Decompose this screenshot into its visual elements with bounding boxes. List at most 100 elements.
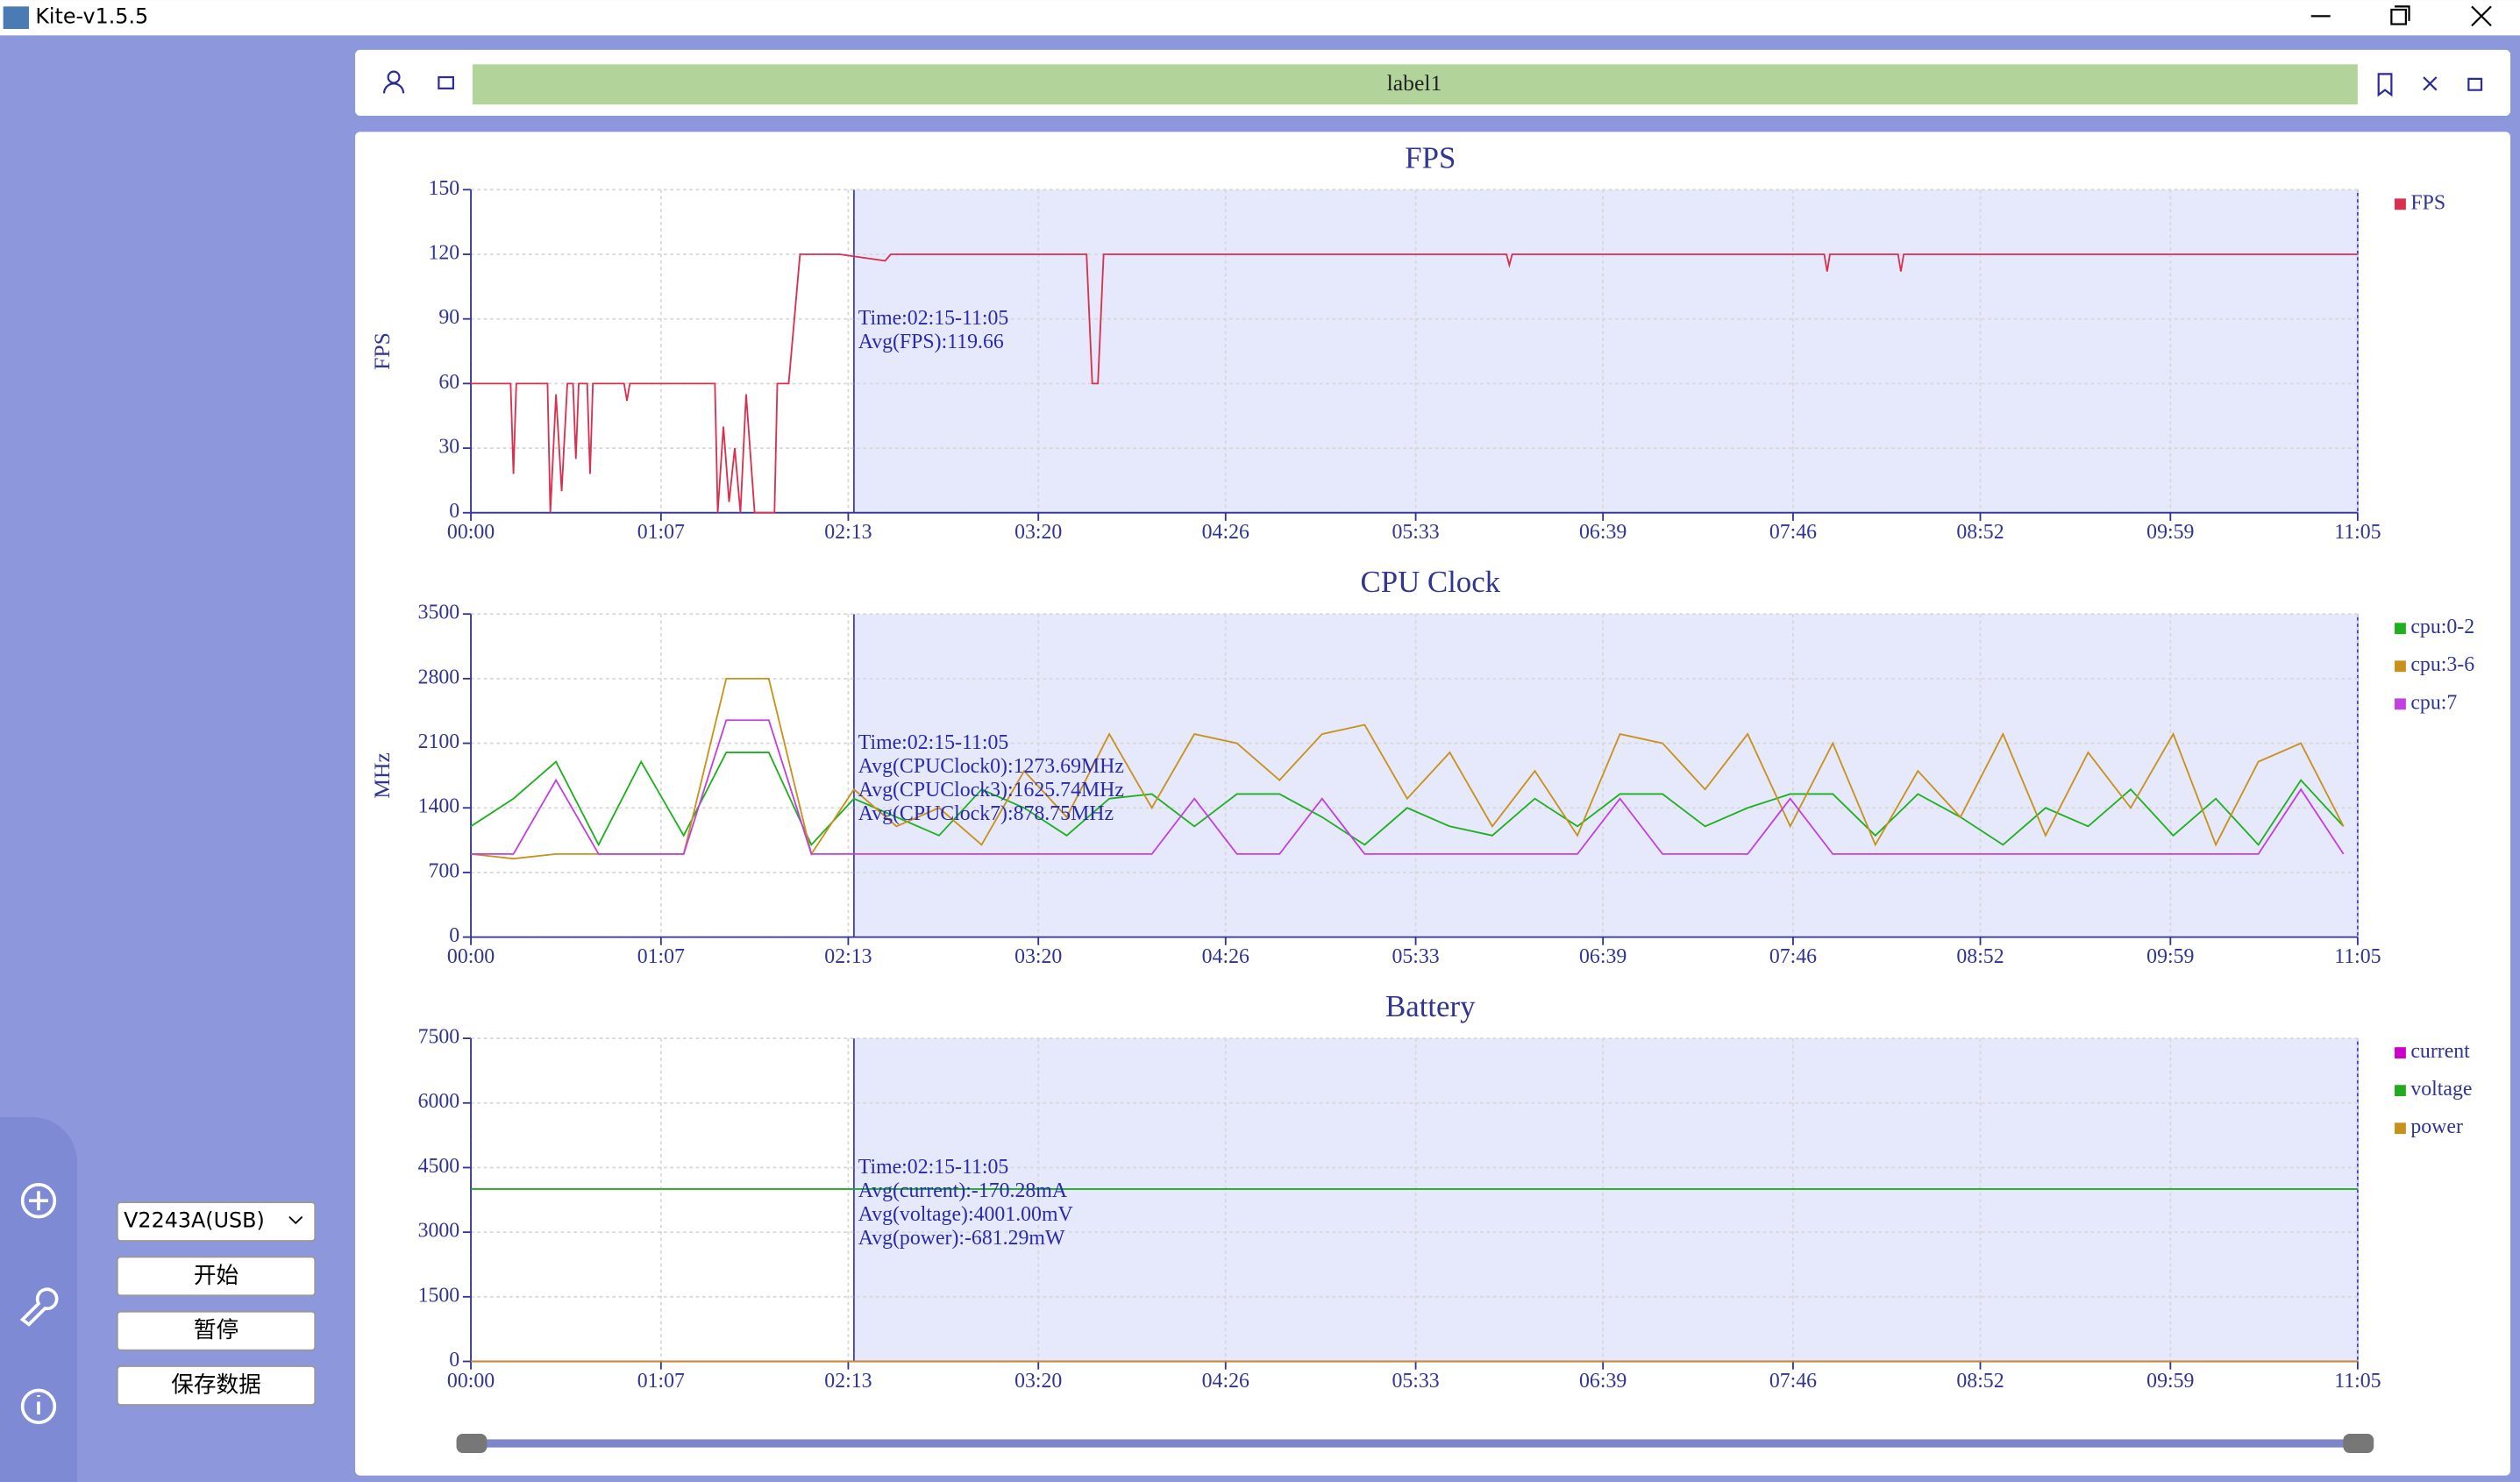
x-tick-label: 09:59 (2146, 521, 2194, 544)
x-tick-label: 07:46 (1769, 1370, 1817, 1393)
x-tick-label: 09:59 (2146, 1370, 2194, 1393)
x-tick-label: 08:52 (1956, 521, 2004, 544)
x-tick-label: 01:07 (637, 945, 685, 968)
title-bar (0, 0, 2520, 36)
x-tick-label: 04:26 (1202, 1370, 1249, 1393)
button-label: 保存数据 (171, 1372, 261, 1398)
legend-swatch (2395, 660, 2406, 673)
x-tick-label: 02:13 (824, 521, 872, 544)
x-tick-label: 02:13 (824, 1370, 872, 1393)
selection-region (853, 1038, 2358, 1362)
button[interactable] (116, 1365, 317, 1406)
y-tick-label: 90 (438, 306, 459, 329)
button-label: 暂停 (194, 1317, 238, 1343)
x-tick-label: 00:00 (447, 521, 495, 544)
y-tick-label: 1500 (418, 1284, 460, 1307)
selection-region (853, 189, 2358, 513)
y-tick-label: 150 (428, 177, 459, 200)
legend-label: cpu:3-6 (2410, 653, 2474, 676)
data-line (471, 719, 2345, 855)
x-tick-label: 07:46 (1769, 521, 1817, 544)
side-icons[interactable] (19, 1183, 59, 1424)
y-tick-label: 30 (438, 436, 459, 459)
legend-label: voltage (2410, 1078, 2472, 1101)
x-tick-label: 03:20 (1014, 1370, 1062, 1393)
x-tick-label: 11:05 (2334, 521, 2381, 544)
y-tick-label: 120 (428, 241, 459, 264)
y-tick-label: 1400 (418, 795, 460, 818)
window-buttons[interactable] (2310, 5, 2492, 27)
chart-title: CPU Clock (1360, 565, 1500, 599)
x-tick-label: 05:33 (1392, 521, 1439, 544)
app-icon (3, 6, 29, 30)
x-tick-label: 06:39 (1579, 1370, 1627, 1393)
x-tick-label: 11:05 (2334, 945, 2381, 968)
button[interactable] (116, 1256, 317, 1297)
charts: FPS 0 30 60 90 120 150 00:00 01:07 02:13 03:20 04:2… (369, 140, 2474, 1392)
data-line (471, 253, 2358, 514)
button[interactable] (116, 1310, 317, 1351)
data-line (470, 677, 2345, 860)
annotation: Time:02:15-11:05 (858, 1156, 1009, 1179)
legend-swatch (2395, 1085, 2406, 1097)
y-tick-label: 3000 (418, 1220, 460, 1243)
toolbar-icons[interactable] (382, 70, 2483, 97)
annotation: Avg(CPUClock3):1625.74MHz (858, 779, 1124, 802)
chart-title: Battery (1385, 989, 1476, 1023)
annotation: Avg(CPUClock7):878.75MHz (858, 802, 1114, 825)
y-axis-label: FPS (369, 332, 395, 370)
y-tick-label: 3500 (418, 602, 460, 624)
y-tick-label: 6000 (418, 1090, 460, 1113)
annotation: Avg(voltage):4001.00mV (858, 1203, 1073, 1226)
legend-label: current (2410, 1040, 2470, 1063)
legend-label: cpu:0-2 (2410, 616, 2474, 638)
device-select[interactable] (116, 1201, 317, 1242)
chart-title: FPS (1405, 140, 1456, 175)
x-tick-label: 06:39 (1579, 945, 1627, 968)
annotation: Time:02:15-11:05 (858, 731, 1009, 754)
device-name: V2243A(USB) (124, 1208, 265, 1233)
legend-swatch (2395, 1047, 2406, 1058)
data-line (470, 752, 2345, 847)
window-title: Kite-v1.5.5 (35, 4, 148, 29)
selection-region (853, 614, 2358, 937)
range-slider-handle[interactable] (2343, 1433, 2374, 1453)
y-tick-label: 0 (449, 924, 459, 947)
x-tick-label: 11:05 (2334, 1370, 2381, 1393)
annotation: Avg(power):-681.29mW (858, 1227, 1065, 1250)
y-axis-label: MHz (369, 752, 395, 799)
x-tick-label: 01:07 (637, 1370, 685, 1393)
y-tick-label: 60 (438, 371, 459, 394)
x-tick-label: 06:39 (1579, 521, 1627, 544)
x-tick-label: 07:46 (1769, 945, 1817, 968)
y-tick-label: 2800 (418, 666, 460, 688)
legend-swatch (2395, 698, 2406, 710)
y-tick-label: 700 (428, 859, 459, 882)
x-tick-label: 08:52 (1956, 945, 2004, 968)
annotation: Avg(CPUClock0):1273.69MHz (858, 755, 1124, 778)
annotation: Avg(FPS):119.66 (858, 331, 1004, 353)
x-tick-label: 00:00 (447, 1370, 495, 1393)
y-tick-label: 0 (449, 1349, 459, 1372)
x-tick-label: 08:52 (1956, 1370, 2004, 1393)
legend-label: cpu:7 (2410, 691, 2457, 714)
x-tick-label: 09:59 (2146, 945, 2194, 968)
button-label: 开始 (194, 1263, 238, 1289)
range-slider-handle[interactable] (456, 1433, 488, 1453)
legend-swatch (2395, 1122, 2406, 1135)
x-tick-label: 05:33 (1392, 945, 1439, 968)
x-tick-label: 03:20 (1014, 521, 1062, 544)
x-tick-label: 04:26 (1202, 521, 1249, 544)
legend-swatch (2395, 623, 2406, 635)
legend-label: FPS (2410, 191, 2445, 214)
legend-label: power (2410, 1115, 2463, 1138)
legend-swatch (2395, 198, 2406, 210)
select-arrow (288, 1215, 303, 1225)
x-tick-label: 01:07 (637, 521, 685, 544)
y-tick-label: 0 (449, 500, 459, 523)
annotation: Avg(current):-170.28mA (858, 1179, 1068, 1202)
x-tick-label: 00:00 (447, 945, 495, 968)
